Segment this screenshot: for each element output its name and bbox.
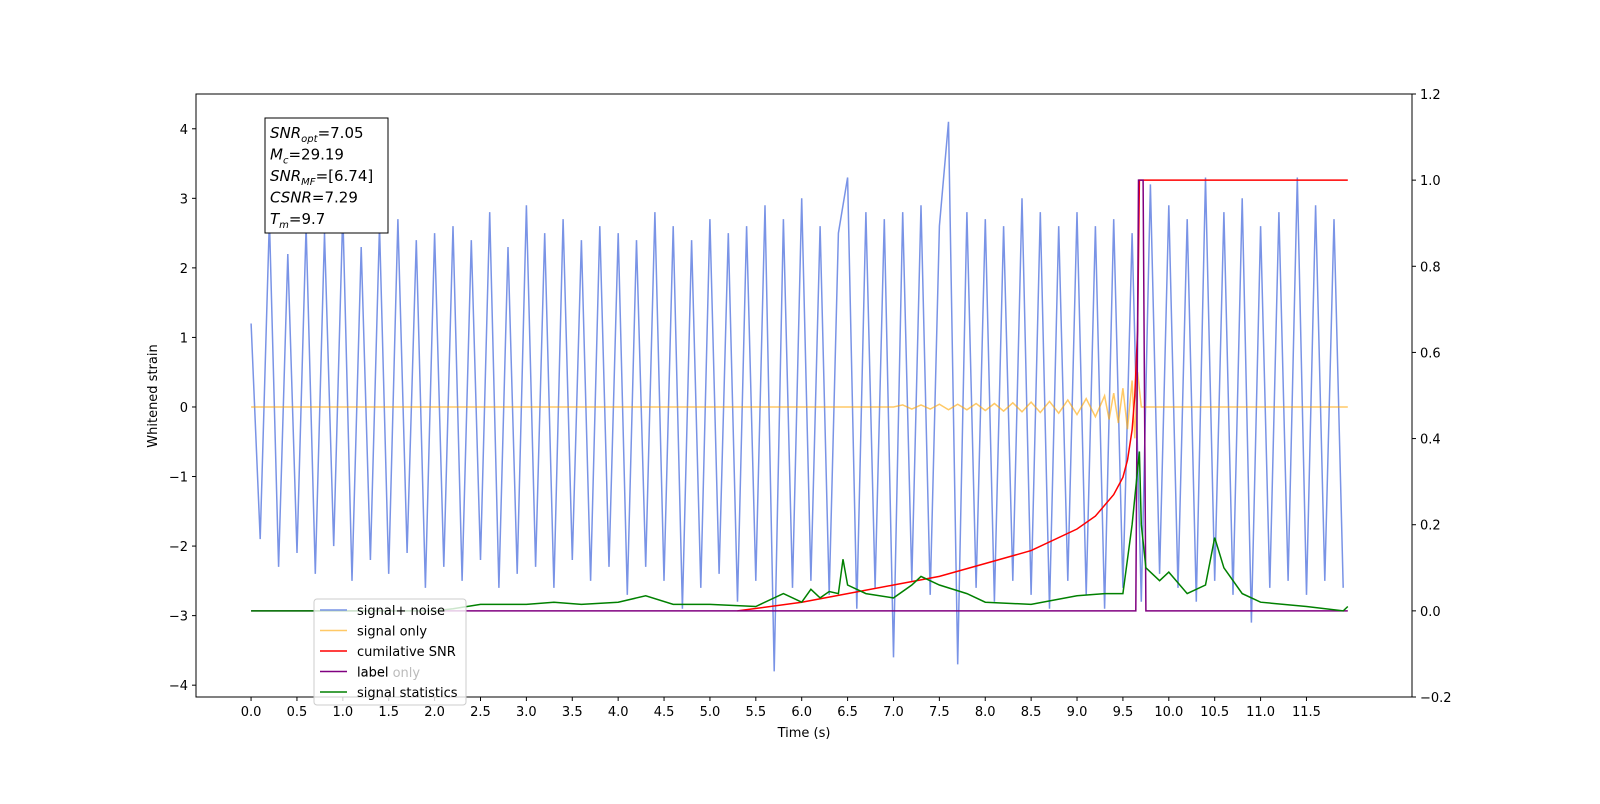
annotation-frame: [264, 117, 389, 234]
annotation-main: SNR: [270, 167, 301, 185]
y-tick-label: −1: [169, 471, 188, 486]
annotation: Mc=29.19: [270, 146, 344, 167]
series-line: [251, 451, 1349, 612]
y2-tick-label: 0.0: [1420, 605, 1441, 620]
x-tick-label: 1.5: [378, 705, 399, 720]
x-tick-label: 1.0: [332, 705, 353, 720]
x-tick-label: 0.0: [241, 705, 262, 720]
annotation-rest: =[6.74]: [316, 167, 374, 185]
annotation: SNRopt=7.05: [270, 124, 364, 145]
x-tick-label: 7.5: [929, 705, 950, 720]
series-line: [251, 179, 1348, 612]
x-tick-label: 2.5: [470, 705, 491, 720]
legend: label only signal+ noise signal only cumila…: [313, 598, 467, 706]
series-line: [250, 121, 1344, 672]
legend-label-hidden: label only: [357, 666, 420, 681]
y-axis-label: Whitened strain: [146, 344, 161, 447]
y-tick-label: 4: [180, 123, 188, 138]
annotation-sub: MF: [301, 177, 316, 188]
y2-tick-label: 1.2: [1420, 88, 1441, 103]
x-tick-label: 11.0: [1246, 705, 1275, 720]
x-tick-label: 4.5: [654, 705, 675, 720]
annotation-rest: =9.7: [289, 210, 325, 228]
annotation-main: M: [270, 146, 283, 164]
x-tick-label: 6.0: [791, 705, 812, 720]
x-tick-label: 5.5: [745, 705, 766, 720]
annotation: CSNR=7.29: [270, 189, 358, 207]
y2-tick-label: 0.4: [1420, 433, 1441, 448]
y2-tick-label: −0.2: [1420, 691, 1452, 706]
y-tick-label: −4: [169, 679, 188, 694]
annotation-rest: =29.19: [288, 146, 344, 164]
x-tick-label: 10.0: [1154, 705, 1183, 720]
annotation-rest: =7.05: [318, 124, 364, 142]
legend-label: signal+ noise: [357, 604, 445, 619]
y-tick-label: −3: [169, 610, 188, 625]
legend-label: signal only: [357, 625, 427, 640]
y-tick-label: 3: [180, 192, 188, 207]
annotation-main: T: [270, 210, 281, 228]
series-line: [251, 372, 1348, 439]
y2-tick-label: 0.2: [1420, 519, 1441, 534]
x-tick-label: 3.0: [516, 705, 537, 720]
y-tick-label: 2: [180, 262, 188, 277]
annotation-rest: =7.29: [312, 189, 358, 207]
y-tick-label: −2: [169, 540, 188, 555]
y2-tick-label: 1.0: [1420, 174, 1441, 189]
plot-frame: [195, 93, 1413, 698]
legend-label: label: [357, 666, 388, 681]
x-tick-label: 0.5: [287, 705, 308, 720]
annotation: Tm=9.7: [270, 210, 325, 231]
y-tick-label: 1: [180, 331, 188, 346]
x-axis-label: Time (s): [777, 726, 831, 741]
legend-label: signal statistics: [357, 686, 458, 701]
x-tick-label: 3.5: [562, 705, 583, 720]
annotation-sub: c: [283, 156, 289, 167]
annotation-main: SNR: [270, 124, 301, 142]
y2-tick-label: 0.6: [1420, 346, 1441, 361]
x-tick-label: 6.5: [837, 705, 858, 720]
x-tick-label: 4.0: [608, 705, 629, 720]
legend-frame: [313, 598, 467, 706]
annotation-main: CSNR: [270, 189, 312, 207]
annotation-box: SNRopt=7.05Mc=29.19SNRMF=[6.74]CSNR=7.29…: [264, 117, 389, 234]
x-tick-label: 5.0: [700, 705, 721, 720]
x-tick-label: 10.5: [1200, 705, 1229, 720]
annotation-sub: opt: [301, 134, 318, 145]
y2-tick-label: 0.8: [1420, 260, 1441, 275]
x-tick-label: 7.0: [883, 705, 904, 720]
annotation-sub: m: [279, 220, 289, 231]
annotation: SNRMF=[6.74]: [270, 167, 373, 188]
x-tick-label: 11.5: [1292, 705, 1321, 720]
x-tick-label: 8.5: [1021, 705, 1042, 720]
legend-label: cumilative SNR: [357, 645, 456, 660]
x-tick-label: 8.0: [975, 705, 996, 720]
y-tick-label: 0: [180, 401, 188, 416]
x-tick-label: 2.0: [424, 705, 445, 720]
x-tick-label: 9.0: [1067, 705, 1088, 720]
x-tick-label: 9.5: [1113, 705, 1134, 720]
